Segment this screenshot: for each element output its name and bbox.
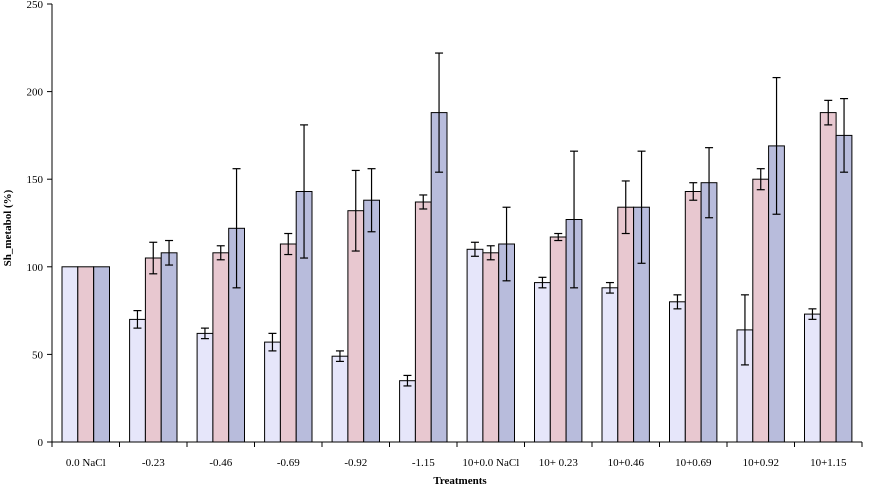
bar — [129, 318, 146, 443]
bar — [684, 191, 702, 443]
y-tick-label: 100 — [27, 262, 44, 274]
y-tick-label: 200 — [27, 87, 44, 99]
bar — [399, 380, 416, 443]
bar — [212, 252, 230, 443]
x-tick-label: -0.69 — [277, 457, 300, 469]
bar — [835, 134, 853, 443]
bar — [93, 266, 110, 443]
x-tick-label: -1.15 — [412, 457, 435, 469]
x-tick-label: 10+0.0 NaCl — [462, 457, 519, 469]
bar — [700, 182, 718, 443]
y-tick-label: 250 — [27, 0, 44, 11]
bar — [466, 248, 484, 443]
y-axis-title: Sh_metabol (%) — [2, 189, 14, 266]
x-tick-label: 10+0.46 — [608, 457, 645, 469]
bar — [196, 332, 214, 443]
bar — [549, 236, 567, 443]
bar — [482, 252, 500, 443]
bar — [279, 243, 297, 443]
x-tick-label: 10+1.15 — [810, 457, 847, 469]
y-tick-label: 150 — [27, 174, 44, 186]
bar — [819, 112, 837, 443]
bar — [617, 206, 635, 443]
bar — [160, 252, 178, 443]
bar — [331, 355, 349, 443]
bar — [77, 266, 95, 443]
bar — [534, 282, 551, 443]
x-tick-label: 10+ 0.23 — [539, 457, 579, 469]
x-tick-label: 10+0.92 — [743, 457, 779, 469]
bar — [363, 199, 381, 443]
bar — [669, 301, 686, 443]
plot-area: 0.0 NaCl -0.23 -0.46 -0.69 -0.92 -1.15 10+0.0 … — [27, 0, 863, 469]
x-tick-label: -0.23 — [142, 457, 165, 469]
bar — [414, 201, 432, 443]
bar — [61, 266, 79, 443]
bar — [752, 178, 770, 443]
x-tick-label: 10+0.69 — [675, 457, 712, 469]
x-axis-title: Treatments — [433, 475, 487, 486]
bar — [804, 313, 821, 443]
x-tick-label: -0.46 — [209, 457, 232, 469]
y-tick-label: 50 — [32, 349, 44, 361]
bar — [144, 257, 162, 443]
y-tick-label: 0 — [38, 437, 44, 449]
x-tick-label: 0.0 NaCl — [66, 457, 106, 469]
x-tick-label: -0.92 — [344, 457, 367, 469]
bar — [264, 341, 281, 443]
bar — [601, 287, 619, 443]
